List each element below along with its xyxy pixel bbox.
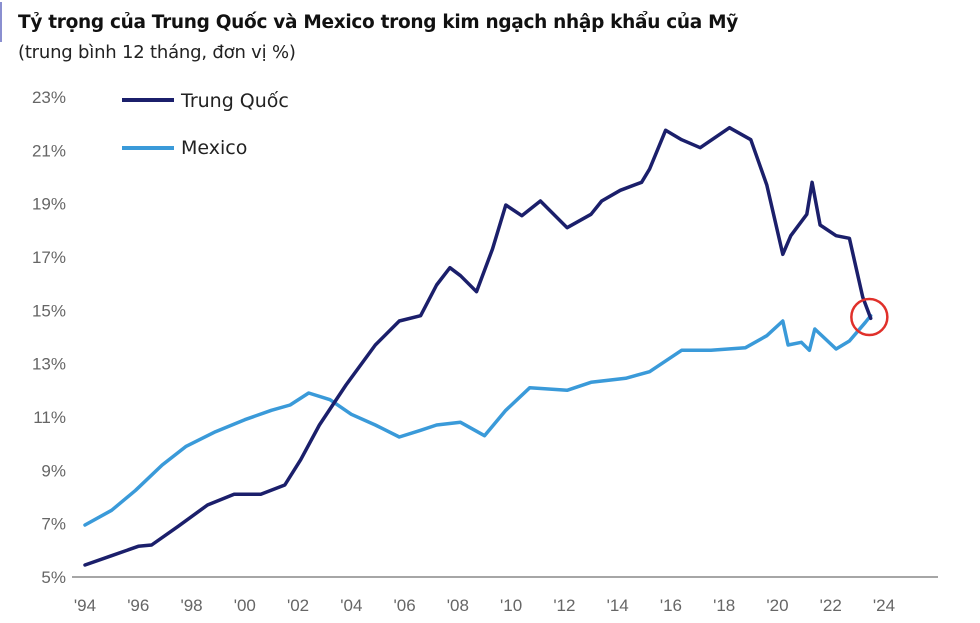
- y-tick-label: 11%: [33, 408, 66, 427]
- x-tick-label: '06: [394, 596, 416, 615]
- x-axis-ticks: '94 '96 '98 '00 '02 '04 '06 '08 '10 '12 '14 '16 '18 '…: [74, 596, 895, 615]
- y-tick-label: 13%: [32, 355, 66, 374]
- y-tick-label: 21%: [32, 141, 66, 160]
- series-line-mexico: [83, 313, 873, 527]
- y-tick-label: 17%: [32, 248, 66, 267]
- y-tick-label: 7%: [41, 515, 66, 534]
- x-tick-label: '00: [234, 596, 256, 615]
- legend-label-mexico: Mexico: [181, 137, 247, 159]
- x-tick-label: '02: [287, 596, 309, 615]
- y-axis-ticks: 23% 21% 19% 17% 15% 13% 11% 9% 7% 5%: [32, 88, 66, 587]
- x-tick-label: '20: [766, 596, 788, 615]
- x-tick-label: '08: [447, 596, 469, 615]
- y-tick-label: 9%: [41, 461, 66, 480]
- x-tick-label: '96: [127, 596, 149, 615]
- legend: Trung Quốc Mexico: [122, 90, 289, 159]
- y-tick-label: 15%: [32, 301, 66, 320]
- x-tick-label: '04: [340, 596, 362, 615]
- x-tick-label: '24: [873, 596, 895, 615]
- y-tick-label: 5%: [41, 568, 66, 587]
- x-tick-label: '94: [74, 596, 96, 615]
- x-tick-label: '22: [820, 596, 842, 615]
- series-line-trung-quoc: [83, 125, 873, 567]
- highlight-circle-annotation: [850, 297, 889, 337]
- x-tick-label: '16: [660, 596, 682, 615]
- x-tick-label: '10: [500, 596, 522, 615]
- y-tick-label: 23%: [32, 88, 66, 107]
- chart-title: Tỷ trọng của Trung Quốc và Mexico trong …: [18, 12, 738, 33]
- legend-label-trung-quoc: Trung Quốc: [180, 90, 289, 112]
- x-tick-label: '18: [713, 596, 735, 615]
- x-tick-label: '12: [553, 596, 575, 615]
- x-tick-label: '14: [607, 596, 629, 615]
- y-tick-label: 19%: [32, 195, 66, 214]
- left-edge-marker: [0, 2, 2, 42]
- chart-subtitle: (trung bình 12 tháng, đơn vị %): [18, 42, 296, 63]
- x-tick-label: '98: [180, 596, 202, 615]
